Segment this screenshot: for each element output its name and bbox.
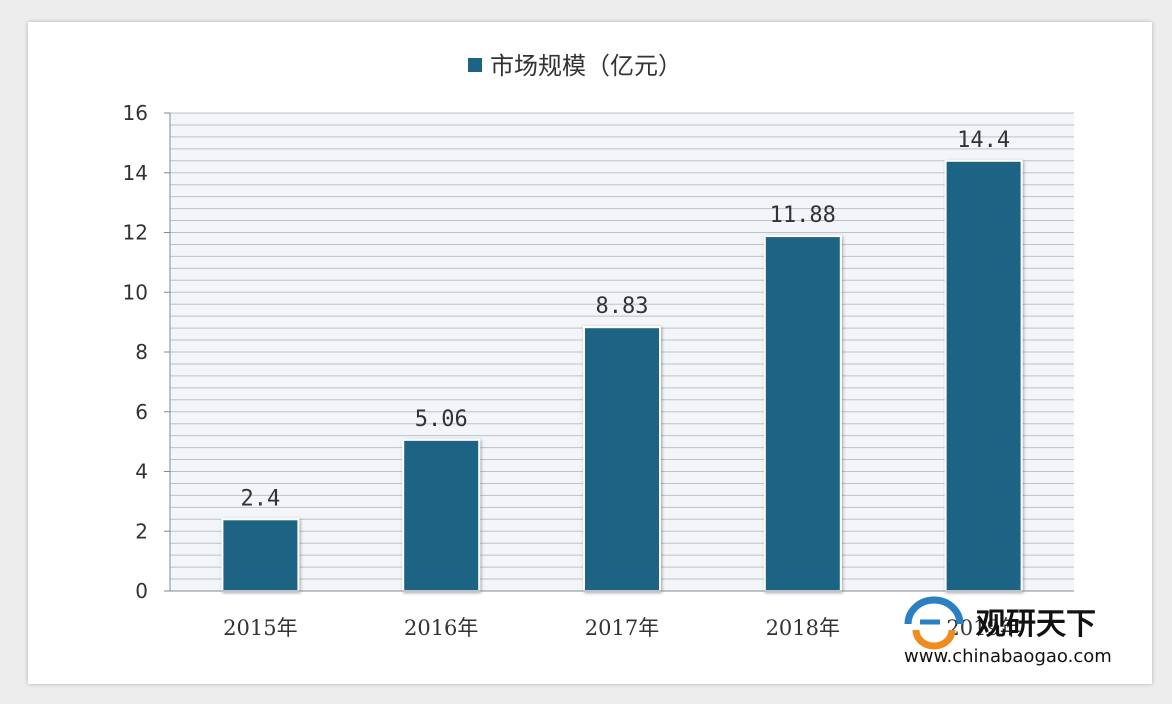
y-tick-label: 4 [135,460,148,484]
data-label: 5.06 [415,407,468,432]
y-tick-label: 0 [135,579,148,603]
x-tick-label: 2018年 [766,616,840,640]
watermark: 观研天下 www.chinabaogao.com [904,596,1112,667]
watermark-url: www.chinabaogao.com [904,646,1112,667]
x-tick-label: 2015年 [223,616,297,640]
bars [221,159,1023,593]
data-label: 11.88 [770,203,836,228]
y-axis: 0 2 4 6 8 10 12 14 16 [123,101,171,603]
x-tick-label: 2017年 [585,616,659,640]
y-tick-label: 6 [135,400,148,424]
legend: 市场规模（亿元） [468,52,682,80]
y-tick-label: 16 [123,101,148,125]
y-tick-label: 14 [123,161,148,185]
bar-chart: 市场规模（亿元） 0 2 4 6 8 10 12 14 16 2015年 2016年 2017年 20… [123,52,1112,667]
y-tick-label: 12 [123,221,148,245]
y-tick-label: 8 [135,340,148,364]
y-tick-label: 10 [123,280,148,304]
data-labels: 2.4 5.06 8.83 11.88 14.4 [241,128,1011,511]
chinabaogao-logo-icon [904,596,964,650]
data-label: 8.83 [596,294,649,319]
data-label: 14.4 [957,128,1010,153]
bar [221,518,300,592]
bar [763,235,842,593]
chart-card: 市场规模（亿元） 0 2 4 6 8 10 12 14 16 2015年 2016年 2017年 20… [28,22,1152,684]
data-label: 2.4 [241,486,281,511]
bar [583,326,661,592]
watermark-brand: 观研天下 [976,607,1096,642]
bar [944,159,1023,593]
bar [402,438,481,592]
legend-label: 市场规模（亿元） [490,52,682,80]
x-tick-label: 2016年 [404,616,478,640]
y-tick-label: 2 [135,519,148,543]
legend-swatch [468,58,482,72]
